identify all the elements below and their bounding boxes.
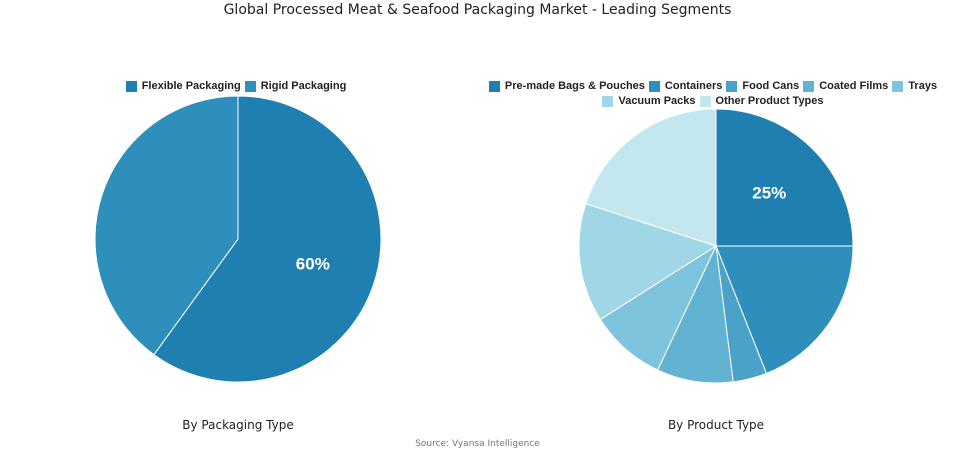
legend-item: Coated Films: [803, 80, 888, 92]
legend-label: Food Cans: [742, 80, 800, 92]
subtitle-product-type: By Product Type: [667, 418, 765, 432]
pie-slice-containers: [715, 245, 854, 375]
legend-swatch: [125, 80, 137, 92]
pie-slice-pre-made-bags-pouches: [715, 108, 854, 247]
legend-swatch: [699, 95, 711, 107]
source-note: Source: Vyansa Intelligence: [415, 439, 540, 449]
legend-item: Food Cans: [726, 80, 799, 92]
legend-item: Trays: [892, 80, 937, 92]
legend-swatch: [244, 80, 256, 92]
pie-slice-flexible-packaging: [153, 95, 382, 383]
data-label: 60%: [296, 254, 330, 273]
pie-slice-rigid-packaging: [94, 95, 239, 356]
legend-label: Coated Films: [819, 80, 889, 92]
legend-swatch: [892, 80, 904, 92]
chart-title: Global Processed Meat & Seafood Packagin…: [223, 2, 732, 18]
legend-label: Rigid Packaging: [260, 80, 347, 92]
legend-item: Rigid Packaging: [244, 80, 347, 92]
pie-slice-other-product-types: [585, 108, 717, 247]
legend-swatch: [803, 80, 815, 92]
legend-product-type: Pre-made Bags & Pouches Containers Food Ca…: [470, 80, 955, 110]
legend-label: Flexible Packaging: [141, 80, 241, 92]
legend-packaging-type: Flexible Packaging Rigid Packaging: [88, 80, 388, 95]
pie-packaging-type: 60%: [94, 95, 382, 383]
pie-slice-vacuum-packs: [578, 203, 718, 321]
pie-product-type: 25%: [578, 108, 854, 384]
data-label: 25%: [752, 184, 786, 203]
legend-item: Pre-made Bags & Pouches: [488, 80, 645, 92]
subtitle-packaging-type: By Packaging Type: [182, 418, 294, 432]
legend-item: Vacuum Packs: [602, 95, 696, 107]
legend-item: Flexible Packaging: [125, 80, 241, 92]
legend-label: Pre-made Bags & Pouches: [504, 80, 645, 92]
legend-label: Vacuum Packs: [618, 95, 696, 107]
legend-label: Containers: [664, 80, 723, 92]
legend-label: Trays: [908, 80, 938, 92]
legend-label: Other Product Types: [715, 95, 824, 107]
legend-swatch: [726, 80, 738, 92]
legend-swatch: [648, 80, 660, 92]
legend-item: Other Product Types: [699, 95, 824, 107]
legend-swatch: [488, 80, 500, 92]
legend-item: Containers: [648, 80, 723, 92]
legend-swatch: [602, 95, 614, 107]
